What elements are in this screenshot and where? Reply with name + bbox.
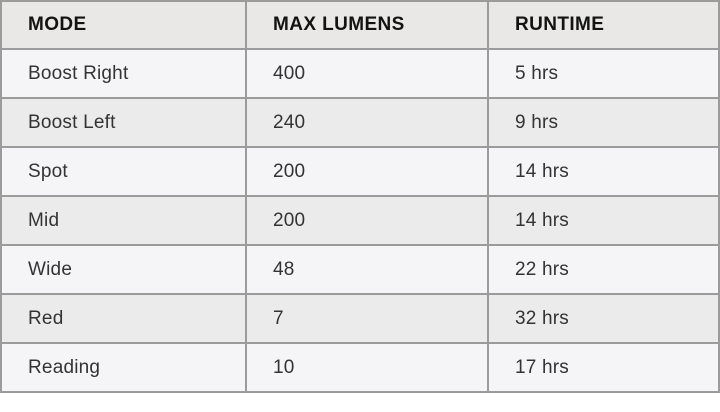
cell-mode: Mid <box>0 195 247 246</box>
cell-runtime: 14 hrs <box>487 146 720 197</box>
cell-mode: Red <box>0 293 247 344</box>
cell-max-lumens: 7 <box>245 293 489 344</box>
table-row: Reading 10 17 hrs <box>0 342 720 393</box>
column-header-mode: MODE <box>0 0 247 50</box>
cell-mode: Wide <box>0 244 247 295</box>
cell-max-lumens: 48 <box>245 244 489 295</box>
cell-max-lumens: 10 <box>245 342 489 393</box>
cell-max-lumens: 200 <box>245 195 489 246</box>
table-row: Boost Left 240 9 hrs <box>0 97 720 148</box>
spec-table: MODE MAX LUMENS RUNTIME Boost Right 400 … <box>0 0 720 393</box>
table-row: Spot 200 14 hrs <box>0 146 720 197</box>
cell-mode: Reading <box>0 342 247 393</box>
header-row: MODE MAX LUMENS RUNTIME <box>0 0 720 50</box>
cell-runtime: 17 hrs <box>487 342 720 393</box>
cell-max-lumens: 240 <box>245 97 489 148</box>
column-header-max-lumens: MAX LUMENS <box>245 0 489 50</box>
table-row: Wide 48 22 hrs <box>0 244 720 295</box>
cell-runtime: 5 hrs <box>487 48 720 99</box>
table-row: Mid 200 14 hrs <box>0 195 720 246</box>
cell-runtime: 9 hrs <box>487 97 720 148</box>
table-row: Red 7 32 hrs <box>0 293 720 344</box>
table-row: Boost Right 400 5 hrs <box>0 48 720 99</box>
cell-runtime: 32 hrs <box>487 293 720 344</box>
cell-mode: Boost Right <box>0 48 247 99</box>
cell-mode: Boost Left <box>0 97 247 148</box>
cell-runtime: 22 hrs <box>487 244 720 295</box>
column-header-runtime: RUNTIME <box>487 0 720 50</box>
cell-runtime: 14 hrs <box>487 195 720 246</box>
cell-mode: Spot <box>0 146 247 197</box>
cell-max-lumens: 400 <box>245 48 489 99</box>
cell-max-lumens: 200 <box>245 146 489 197</box>
